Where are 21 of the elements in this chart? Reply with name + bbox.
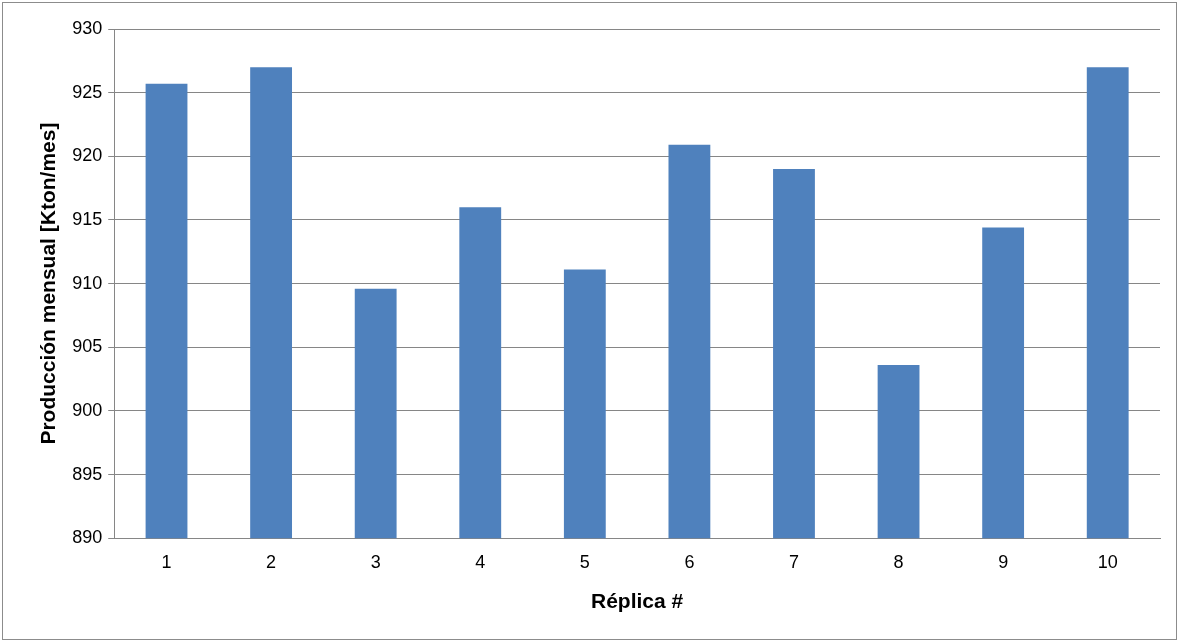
x-tick-label: 7 <box>788 551 799 572</box>
y-tick-label: 905 <box>72 336 103 357</box>
y-tick-label: 920 <box>72 145 103 166</box>
y-tick-label: 900 <box>72 399 103 420</box>
x-tick-label: 8 <box>893 551 904 572</box>
y-tick-label: 890 <box>72 527 103 548</box>
x-tick-label: 1 <box>161 551 172 572</box>
x-tick-label: 10 <box>1097 551 1118 572</box>
y-tick-label: 930 <box>72 17 103 38</box>
y-axis-title: Producción mensual [Kton/mes] <box>36 122 60 445</box>
y-tick-label: 915 <box>72 208 103 229</box>
x-tick-label: 2 <box>266 551 277 572</box>
x-tick-label: 9 <box>998 551 1009 572</box>
x-tick-label: 5 <box>579 551 590 572</box>
x-tick-label: 4 <box>475 551 486 572</box>
x-axis-title: Réplica # <box>591 589 684 613</box>
y-tick-label: 925 <box>72 81 103 102</box>
y-tick-label: 895 <box>72 463 103 484</box>
x-tick-label: 3 <box>370 551 381 572</box>
x-tick-label: 6 <box>684 551 695 572</box>
y-tick-label: 910 <box>72 272 103 293</box>
